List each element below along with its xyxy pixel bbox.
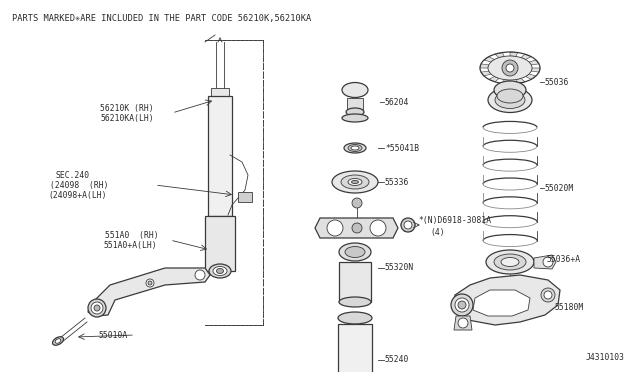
Bar [338,324,372,372]
Bar [205,216,235,271]
Polygon shape [454,316,472,330]
Text: (24098  (RH): (24098 (RH) [50,180,109,189]
Ellipse shape [351,146,359,150]
Text: 55036: 55036 [545,77,570,87]
Ellipse shape [339,243,371,261]
Ellipse shape [195,270,205,280]
Text: 55020M: 55020M [545,183,574,192]
Polygon shape [502,80,510,84]
Polygon shape [516,78,525,83]
Ellipse shape [351,180,358,183]
Text: *(N)D6918-3081A: *(N)D6918-3081A [418,215,491,224]
Ellipse shape [401,218,415,232]
Ellipse shape [55,339,61,343]
Ellipse shape [455,298,469,312]
Ellipse shape [488,87,532,112]
Ellipse shape [488,56,532,80]
Circle shape [458,318,468,328]
Ellipse shape [146,279,154,287]
Ellipse shape [338,312,372,324]
Ellipse shape [209,264,231,278]
Circle shape [370,220,386,236]
Text: 55336: 55336 [385,177,410,186]
Bar [339,262,371,302]
Polygon shape [315,218,398,238]
Text: (24098+A(LH): (24098+A(LH) [48,190,106,199]
Ellipse shape [494,81,526,99]
Ellipse shape [494,254,526,270]
Ellipse shape [344,143,366,153]
Text: 55010A: 55010A [98,330,127,340]
Polygon shape [521,54,531,60]
Ellipse shape [346,108,364,116]
Ellipse shape [458,301,466,309]
Text: *55041B: *55041B [385,144,419,153]
Ellipse shape [497,89,523,103]
Ellipse shape [52,337,63,345]
Polygon shape [480,64,489,68]
Circle shape [541,288,555,302]
Ellipse shape [94,305,100,311]
Ellipse shape [404,221,412,229]
Text: 56210KA(LH): 56210KA(LH) [100,113,154,122]
Ellipse shape [342,83,368,97]
Text: (4): (4) [430,228,445,237]
Polygon shape [534,255,556,269]
Ellipse shape [339,297,371,307]
Bar [211,88,229,96]
Ellipse shape [342,114,368,122]
Text: 55320N: 55320N [385,263,414,273]
Ellipse shape [213,266,227,276]
Polygon shape [510,52,518,57]
Ellipse shape [148,281,152,285]
Polygon shape [495,52,504,58]
Circle shape [543,257,553,267]
Polygon shape [489,77,499,82]
Ellipse shape [451,294,473,316]
Circle shape [506,64,514,72]
Ellipse shape [216,269,223,273]
Polygon shape [529,60,539,65]
Ellipse shape [501,257,519,266]
Circle shape [352,223,362,233]
Text: 55180M: 55180M [555,302,584,311]
Text: J4310103: J4310103 [586,353,625,362]
Polygon shape [473,290,530,316]
Polygon shape [88,268,210,316]
Circle shape [544,291,552,299]
Bar [208,96,232,216]
Text: PARTS MARKED✳ARE INCLUDED IN THE PART CODE 56210K,56210KA: PARTS MARKED✳ARE INCLUDED IN THE PART CO… [12,13,311,22]
Text: 551A0+A(LH): 551A0+A(LH) [103,241,157,250]
Polygon shape [531,68,540,72]
Ellipse shape [486,250,534,274]
Text: 55240: 55240 [385,356,410,365]
Polygon shape [452,275,560,325]
Ellipse shape [332,171,378,193]
Text: SEC.240: SEC.240 [55,170,89,180]
Text: 551A0  (RH): 551A0 (RH) [105,231,159,240]
Circle shape [327,220,343,236]
Polygon shape [484,57,495,62]
Circle shape [502,60,518,76]
Bar [238,192,252,202]
Ellipse shape [495,92,525,109]
Ellipse shape [348,179,362,186]
Text: 55036+A: 55036+A [547,256,581,264]
Circle shape [352,198,362,208]
Text: 56210K (RH): 56210K (RH) [100,103,154,112]
Ellipse shape [91,302,103,314]
Ellipse shape [345,247,365,257]
Bar [347,98,363,112]
Ellipse shape [341,175,369,189]
Text: 56204: 56204 [385,97,410,106]
Ellipse shape [88,299,106,317]
Polygon shape [481,71,491,76]
Ellipse shape [348,144,362,151]
Polygon shape [525,74,536,79]
